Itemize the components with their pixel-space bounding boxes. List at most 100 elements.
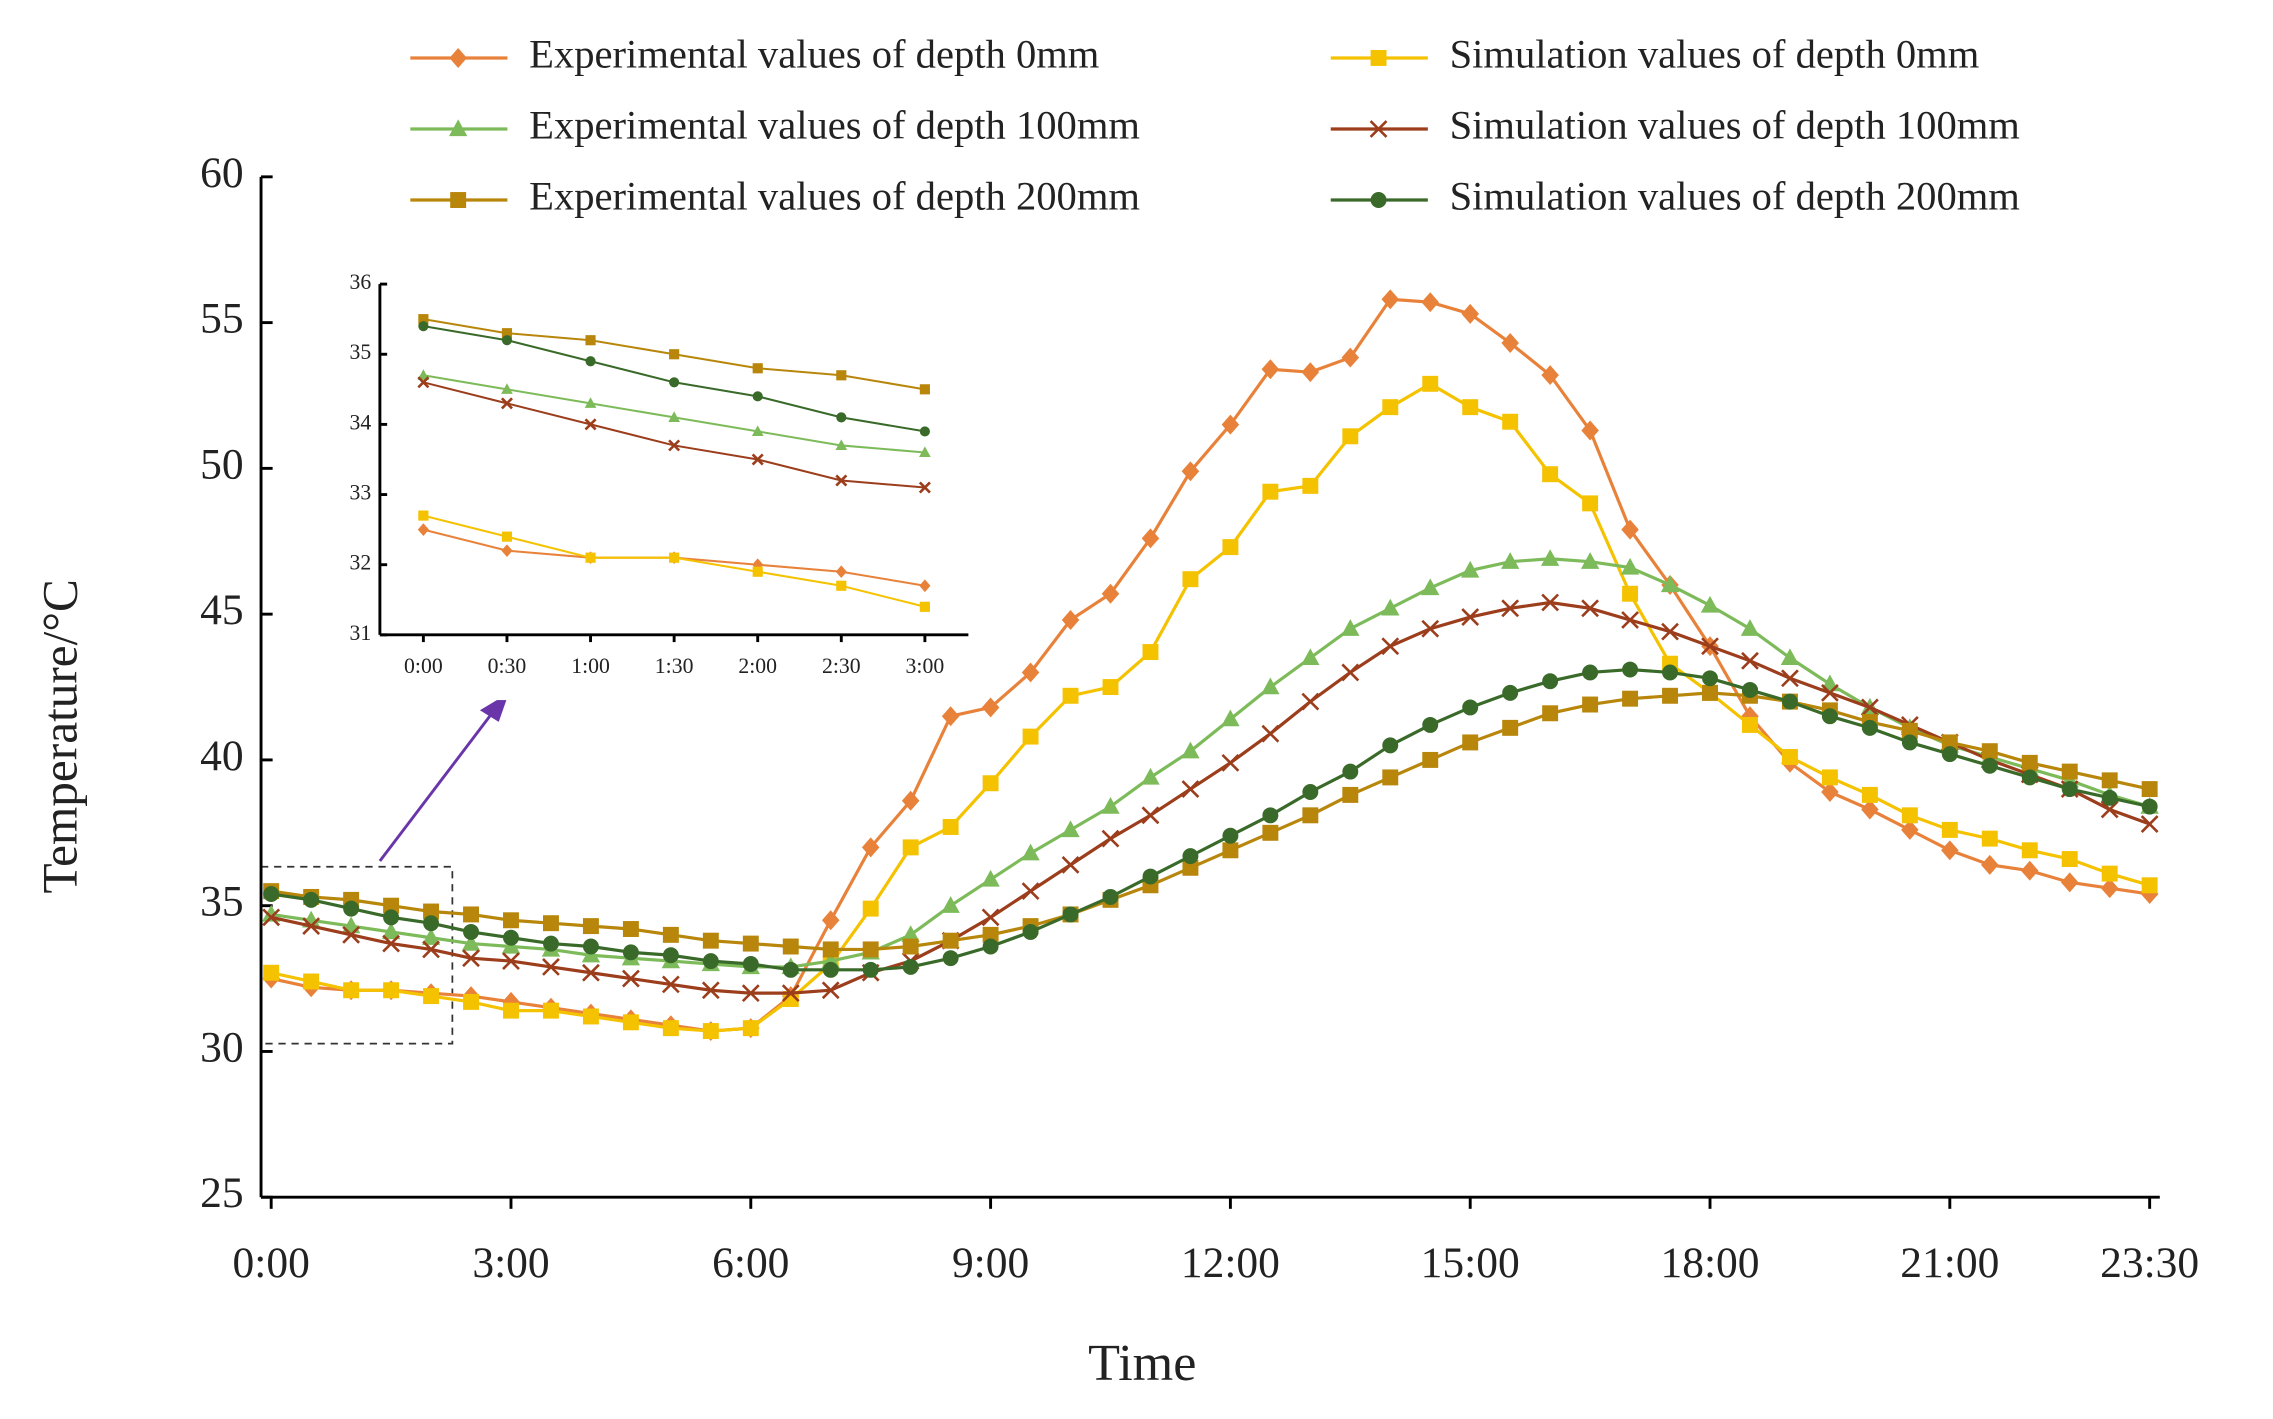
marker (622, 921, 639, 937)
marker (1502, 684, 1519, 701)
legend-label: Experimental values of depth 200mm (529, 173, 1140, 218)
marker (1422, 375, 1439, 392)
marker (381, 922, 401, 940)
marker (622, 944, 639, 961)
marker (822, 941, 839, 958)
marker (918, 481, 931, 494)
marker (2021, 754, 2038, 771)
marker (1302, 477, 1319, 494)
marker (262, 908, 281, 927)
marker (1502, 719, 1519, 736)
marker (1941, 746, 1958, 763)
marker (751, 425, 764, 436)
marker (1582, 495, 1599, 512)
legend-marker (449, 48, 467, 68)
legend-marker (1370, 50, 1387, 66)
marker (303, 891, 320, 908)
marker (423, 988, 440, 1005)
marker (1222, 842, 1239, 859)
y-tick-label: 45 (200, 586, 243, 634)
marker (1302, 784, 1319, 800)
marker (418, 321, 429, 332)
marker (1421, 292, 1440, 313)
marker (782, 961, 799, 978)
marker (1621, 611, 1639, 629)
marker (1462, 399, 1479, 416)
marker (501, 531, 513, 542)
marker (1422, 716, 1439, 733)
marker (1181, 741, 1200, 759)
x-tick-label: 1:30 (655, 654, 694, 678)
marker (1062, 687, 1079, 704)
marker (919, 579, 931, 593)
x-tick-label: 21:00 (1900, 1239, 1999, 1287)
marker (1142, 644, 1159, 661)
marker (919, 384, 930, 395)
marker (1181, 461, 1200, 482)
marker (982, 938, 999, 955)
marker (1941, 821, 1958, 838)
x-tick-label: 6:00 (712, 1239, 789, 1287)
y-tick-label: 32 (349, 551, 371, 575)
x-tick-label: 3:00 (906, 654, 945, 678)
legend-label: Experimental values of depth 100mm (529, 102, 1140, 147)
marker (1381, 637, 1400, 656)
marker (1620, 557, 1640, 575)
marker (2021, 769, 2038, 786)
marker (1622, 661, 1639, 678)
marker (835, 439, 848, 451)
inset-background (307, 262, 983, 701)
y-tick-label: 50 (200, 440, 243, 488)
legend-marker (1369, 120, 1388, 138)
marker (582, 938, 599, 955)
marker (701, 981, 720, 1000)
marker (584, 418, 597, 431)
x-tick-label: 12:00 (1181, 1239, 1280, 1287)
marker (1861, 786, 1878, 803)
y-tick-label: 25 (200, 1169, 243, 1217)
marker (669, 552, 680, 563)
marker (822, 961, 839, 978)
marker (821, 910, 840, 931)
marker (941, 896, 960, 913)
marker (1860, 698, 1879, 717)
marker (662, 1020, 679, 1037)
marker (1582, 696, 1599, 713)
x-tick-label: 9:00 (952, 1239, 1029, 1287)
marker (1542, 466, 1559, 483)
y-tick-label: 60 (200, 149, 243, 197)
marker (1660, 575, 1680, 593)
marker (1981, 854, 1999, 875)
marker (1021, 882, 1040, 901)
marker (417, 523, 429, 536)
y-tick-label: 30 (200, 1023, 243, 1071)
marker (1501, 552, 1520, 569)
marker (383, 897, 400, 914)
y-tick-label: 34 (349, 410, 371, 434)
marker (668, 439, 681, 452)
marker (622, 1014, 639, 1031)
marker (263, 886, 280, 903)
marker (422, 940, 440, 959)
marker (1102, 679, 1119, 696)
marker (1382, 769, 1399, 786)
marker (1341, 663, 1360, 682)
marker (742, 1020, 759, 1037)
marker (2060, 872, 2079, 893)
marker (1222, 827, 1239, 844)
marker (1342, 763, 1359, 780)
y-tick-label: 33 (349, 481, 371, 505)
marker (461, 934, 481, 951)
marker (582, 1008, 599, 1025)
marker (500, 397, 513, 410)
marker (901, 925, 920, 943)
marker (919, 446, 931, 458)
marker (1580, 552, 1600, 569)
marker (1342, 428, 1359, 445)
marker (1262, 807, 1279, 824)
marker (1462, 699, 1479, 716)
marker (1541, 593, 1560, 612)
marker (463, 993, 479, 1010)
marker (1022, 728, 1039, 745)
x-tick-label: 0:00 (233, 1239, 310, 1287)
